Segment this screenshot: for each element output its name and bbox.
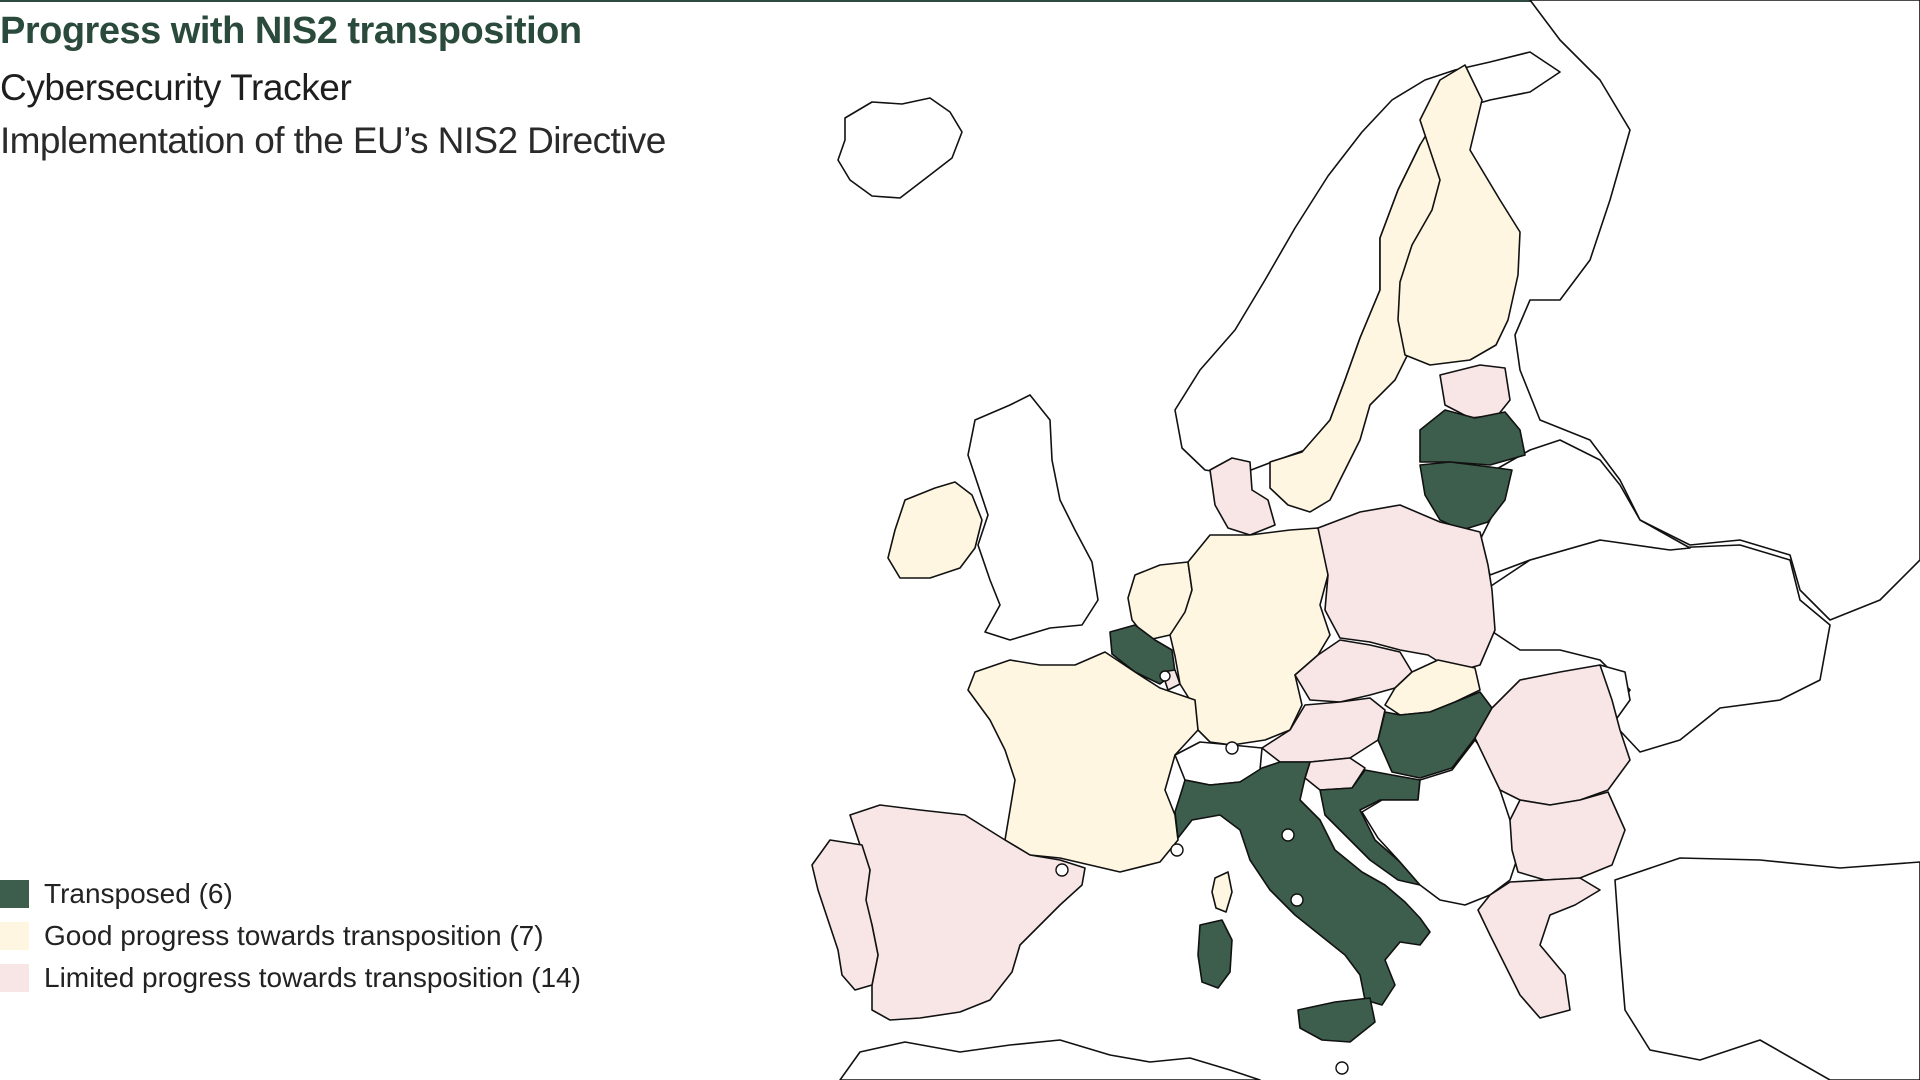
legend-swatch [0,922,29,950]
microstate-marker [1281,828,1295,842]
country-russia[interactable] [1514,0,1920,621]
legend-item-transposed: Transposed (6) [0,873,581,915]
legend-item-good-progress: Good progress towards transposition (7) [0,915,581,957]
country-greece[interactable] [1477,877,1601,1019]
country-bulgaria[interactable] [1509,791,1626,881]
microstate-marker [1290,893,1304,907]
malta-marker [1335,1061,1349,1075]
microstate-marker [1225,741,1239,755]
country-finland[interactable] [1397,64,1521,366]
country-romania[interactable] [1474,664,1631,806]
legend-label: Transposed (6) [44,878,233,909]
country-denmark[interactable] [1209,457,1276,536]
legend-label: Limited progress towards transposition (… [44,962,581,993]
legend-item-limited-progress: Limited progress towards transposition (… [0,957,581,999]
page-subtitle: Cybersecurity Tracker [0,67,352,108]
legend-label: Good progress towards transposition (7) [44,920,544,951]
country-estonia[interactable] [1439,364,1511,419]
country-italy[interactable] [1174,761,1431,1006]
country-germany[interactable] [1169,527,1331,746]
country-corsica[interactable] [1211,871,1233,913]
top-rule [0,0,1920,2]
country-croatia[interactable] [1319,769,1421,886]
country-ireland[interactable] [887,481,983,579]
microstate-marker [1170,843,1184,857]
country-western-balkans[interactable] [1361,739,1521,906]
country-united-kingdom[interactable] [967,394,1099,641]
page-title: Progress with NIS2 transposition [0,10,582,52]
microstate-marker [1159,670,1171,682]
europe-map [811,0,1920,1080]
country-turkey[interactable] [1614,857,1920,1080]
country-poland[interactable] [1317,504,1496,673]
country-france[interactable] [967,651,1199,873]
country-sardinia[interactable] [1197,919,1233,989]
country-lithuania[interactable] [1419,461,1513,531]
legend: Transposed (6) Good progress towards tra… [0,873,581,999]
country-hungary[interactable] [1377,691,1493,779]
legend-swatch [0,880,29,908]
legend-swatch [0,964,29,992]
page-description: Implementation of the EU’s NIS2 Directiv… [0,120,666,161]
microstate-marker [1055,863,1069,877]
country-north-africa[interactable] [839,1039,1261,1080]
country-latvia[interactable] [1419,409,1526,466]
country-sicily[interactable] [1297,997,1376,1043]
country-iceland[interactable] [837,97,963,199]
country-portugal[interactable] [811,839,879,991]
